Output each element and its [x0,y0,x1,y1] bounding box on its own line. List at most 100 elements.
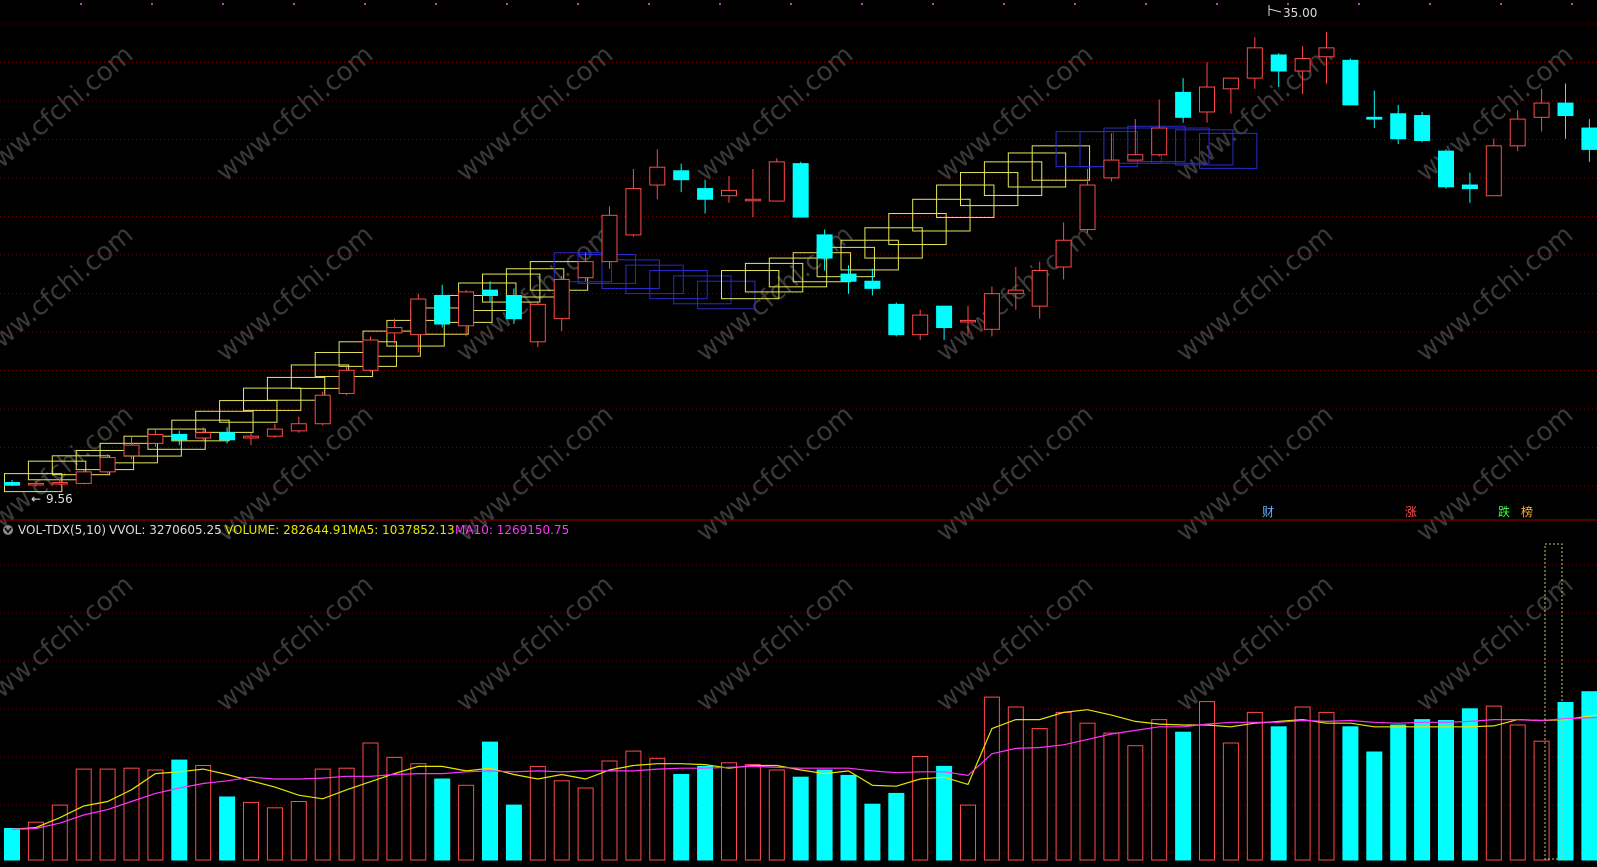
volume-bar-up[interactable] [1103,732,1120,861]
volume-bar-down[interactable] [1270,726,1287,861]
candle-down[interactable] [434,294,451,325]
candle-up[interactable] [768,161,785,202]
event-marker-rise[interactable]: 涨 [1405,504,1417,519]
candle-up[interactable] [577,261,594,279]
candle-down[interactable] [1342,59,1359,106]
volume-bar-up[interactable] [1318,711,1335,861]
volume-bar-up[interactable] [266,807,283,861]
candle-down[interactable] [1390,113,1407,140]
candle-up[interactable] [362,339,379,371]
volume-bar-down[interactable] [505,804,522,861]
volume-bar-up[interactable] [51,804,68,861]
volume-bar-down[interactable] [840,774,857,861]
candle-up[interactable] [1246,47,1263,79]
volume-bar-up[interactable] [1533,740,1550,861]
volume-bar-down[interactable] [673,774,690,861]
volume-bar-up[interactable] [195,765,212,861]
volume-bar-up[interactable] [314,768,331,861]
volume-bar-up[interactable] [768,769,785,861]
candle-up[interactable] [1079,184,1096,231]
volume-bar-up[interactable] [1294,706,1311,861]
volume-bar-up[interactable] [960,804,976,861]
volume-bar-down[interactable] [171,759,188,861]
volume-bar-down[interactable] [936,765,953,861]
volume-bar-up[interactable] [1079,722,1096,861]
candle-down[interactable] [792,163,809,218]
candle-up[interactable] [1509,118,1526,147]
volume-bar-down[interactable] [1366,751,1383,861]
candle-up[interactable] [1151,127,1168,156]
candle-down[interactable] [673,170,690,181]
volume-bar-up[interactable] [1485,705,1502,861]
volume-bar-down[interactable] [482,741,498,861]
volume-bar-up[interactable] [1055,711,1072,861]
candle-up[interactable] [266,428,283,437]
candle-up[interactable] [27,482,44,486]
candle-up[interactable] [649,166,666,186]
volume-bar-up[interactable] [458,784,475,861]
candle-up[interactable] [458,291,475,327]
candle-up[interactable] [983,293,1000,330]
volume-bar-up[interactable] [553,780,570,861]
event-marker-rank[interactable]: 榜 [1521,504,1533,519]
candle-down[interactable] [816,234,833,259]
candle-down[interactable] [171,433,188,441]
candle-up[interactable] [912,314,929,336]
volume-bar-up[interactable] [1007,706,1024,861]
volume-bar-up[interactable] [1151,719,1168,861]
candle-up[interactable] [195,432,212,439]
volume-bar-down[interactable] [792,776,809,861]
candle-up[interactable] [601,214,618,263]
candle-up[interactable] [243,435,259,439]
volume-bar-up[interactable] [529,765,546,861]
candle-up[interactable] [338,369,355,394]
candle-up[interactable] [1533,102,1550,118]
candle-down[interactable] [505,294,522,320]
candle-up[interactable] [1199,86,1215,113]
volume-bar-down[interactable] [1414,719,1431,861]
candle-up[interactable] [410,298,427,336]
volume-bar-up[interactable] [912,756,929,861]
volume-bar-down[interactable] [4,828,20,861]
volume-bar-up[interactable] [27,821,44,861]
candle-down[interactable] [936,305,953,329]
volume-bar-up[interactable] [601,760,618,861]
candle-down[interactable] [1461,184,1478,190]
candle-down[interactable] [1414,115,1431,141]
indicator-settings-icon[interactable] [3,525,13,535]
candle-up[interactable] [1007,289,1024,295]
candle-down[interactable] [1270,54,1287,72]
event-marker-finance[interactable]: 财 [1262,505,1274,519]
event-marker-fall[interactable]: 跌 [1498,504,1510,519]
candle-down[interactable] [864,280,881,289]
volume-bar-up[interactable] [386,756,403,861]
volume-bar-down[interactable] [816,769,833,861]
candle-up[interactable] [1318,47,1335,58]
volume-bar-up[interactable] [1127,745,1144,861]
candle-up[interactable] [1127,154,1144,161]
volume-bar-down[interactable] [1461,708,1478,861]
volume-bar-up[interactable] [410,763,427,861]
candle-up[interactable] [386,327,403,334]
candle-down[interactable] [219,432,236,441]
candle-up[interactable] [290,423,307,432]
candle-up[interactable] [1055,239,1072,268]
volume-bar-down[interactable] [1175,731,1192,861]
volume-bar-up[interactable] [147,769,164,861]
candle-up[interactable] [1485,145,1502,197]
candle-up[interactable] [625,188,642,236]
volume-bar-up[interactable] [1222,742,1239,861]
volume-bar-down[interactable] [434,778,451,861]
volume-bar-up[interactable] [243,801,259,861]
candle-up[interactable] [99,457,116,473]
volume-bar-down[interactable] [1342,726,1359,861]
candle-down[interactable] [482,289,498,296]
candle-up[interactable] [147,433,164,444]
volume-bar-up[interactable] [1031,728,1048,861]
volume-bar-up[interactable] [649,757,666,861]
volume-bar-up[interactable] [123,767,140,861]
volume-bar-up[interactable] [625,750,642,861]
candle-up[interactable] [744,198,761,202]
candle-down[interactable] [888,303,905,336]
candle-up[interactable] [314,394,331,425]
